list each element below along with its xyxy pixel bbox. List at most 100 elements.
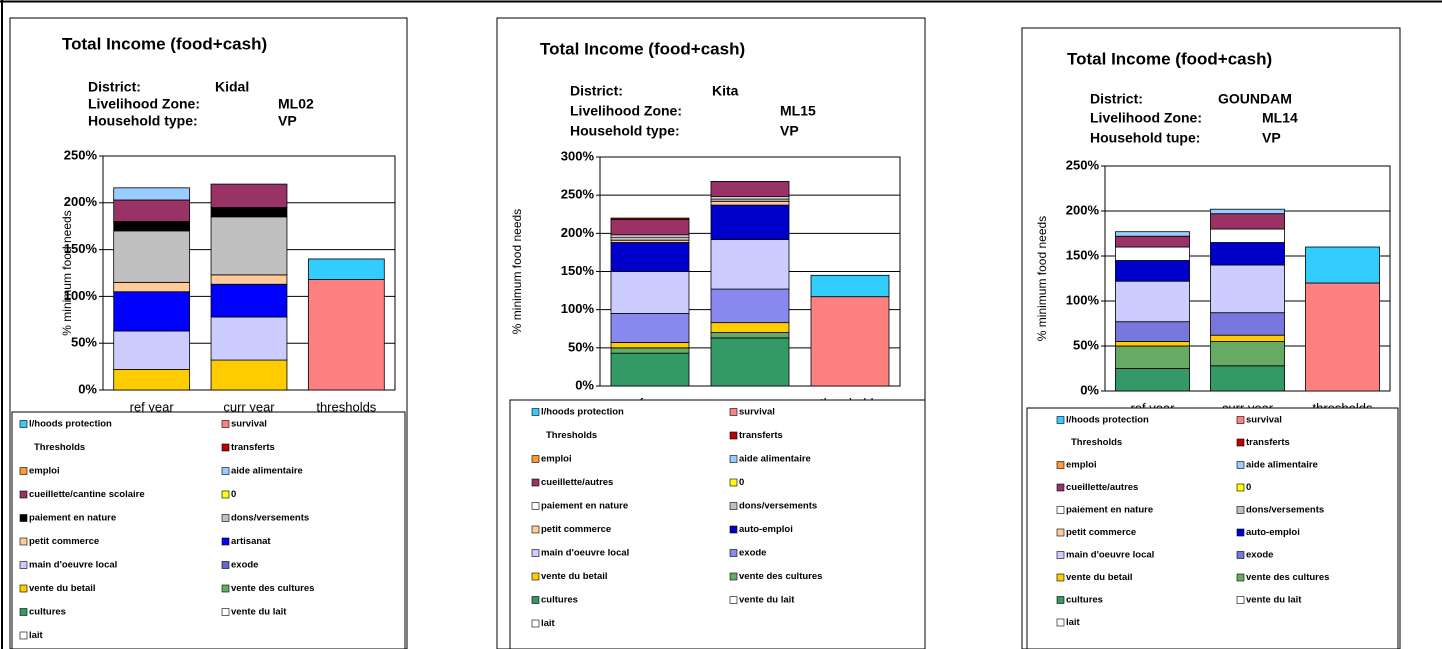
legend-key <box>531 455 540 463</box>
y-tick-label: 150% <box>1066 247 1100 262</box>
info-value: VP <box>1262 130 1281 146</box>
bar-segment <box>1210 213 1285 230</box>
info-label: Household type: <box>88 113 198 129</box>
info-label: District: <box>88 79 141 95</box>
legend-label: emploi <box>1066 460 1097 471</box>
legend-box <box>1026 407 1399 649</box>
legend-key <box>221 561 230 569</box>
legend-key <box>19 490 28 499</box>
y-tick-label: 100% <box>561 301 595 316</box>
legend-label: survival <box>1246 415 1282 426</box>
legend-key <box>1056 618 1065 627</box>
bar-segment <box>1115 231 1190 237</box>
y-tick-label: 150% <box>64 241 98 256</box>
legend-label: lait <box>1066 617 1081 628</box>
legend-label: lait <box>29 630 44 641</box>
bar-segment <box>610 219 690 236</box>
chart-title: Total Income (food+cash) <box>540 39 745 58</box>
legend-key <box>221 420 230 428</box>
legend-key <box>531 502 540 510</box>
y-tick-label: 300% <box>561 148 595 163</box>
bar-segment <box>1210 341 1285 367</box>
legend-label: transferts <box>231 442 275 453</box>
info-label: Livelihood Zone: <box>1090 110 1202 126</box>
chart-title: Total Income (food+cash) <box>62 34 267 53</box>
legend-label: l/hoods protection <box>29 419 112 430</box>
legend-label: exode <box>1246 550 1273 561</box>
legend-key <box>221 514 230 522</box>
bar-segment <box>113 369 191 391</box>
info-label: Household type: <box>570 123 680 139</box>
info-label: District: <box>570 83 623 99</box>
bar-segment <box>1210 334 1285 342</box>
y-tick-label: 50% <box>71 335 97 350</box>
legend-key <box>1056 461 1065 469</box>
legend-label: auto-emploi <box>1246 527 1300 538</box>
bar-segment <box>610 352 690 387</box>
legend-label: dons/versements <box>231 513 309 524</box>
bar-segment <box>1210 228 1285 243</box>
bar-segment <box>113 221 191 232</box>
legend-label: paiement en nature <box>1066 505 1153 516</box>
legend-label: paiement en nature <box>29 513 116 524</box>
legend-key <box>221 537 230 546</box>
legend-key <box>1236 461 1245 469</box>
legend-key <box>729 478 738 487</box>
legend-label: main d'oeuvre local <box>1066 550 1154 561</box>
bar-segment <box>210 274 288 285</box>
info-value: ML15 <box>780 103 816 119</box>
y-tick-label: 200% <box>1066 202 1100 217</box>
legend-key <box>19 631 28 640</box>
bar-segment <box>1210 365 1285 392</box>
y-tick-label: 250% <box>1066 157 1100 172</box>
bar-segment <box>1115 321 1190 342</box>
y-tick-label: 50% <box>1073 337 1099 352</box>
bar-segment <box>710 337 790 387</box>
legend-key <box>729 525 738 534</box>
legend-label: cueillette/cantine scolaire <box>29 489 145 500</box>
legend-key <box>531 549 540 557</box>
legend-key <box>1236 596 1245 604</box>
info-value: Kita <box>712 83 739 99</box>
legend-key <box>1236 506 1245 514</box>
legend-label: petit commerce <box>29 536 99 547</box>
legend-label: transferts <box>739 430 783 441</box>
legend-label: cultures <box>29 607 66 618</box>
x-tick-label: thresholds <box>316 399 376 414</box>
legend-label: vente du lait <box>1246 595 1302 606</box>
legend-label: l/hoods protection <box>541 407 624 418</box>
legend-label: vente des cultures <box>1246 572 1329 583</box>
legend-key <box>1236 438 1245 447</box>
legend-label: aide alimentaire <box>739 454 811 465</box>
legend-label: Thresholds <box>546 430 597 441</box>
legend-key <box>19 514 28 522</box>
legend-key <box>531 408 540 416</box>
bar-segment <box>810 296 890 387</box>
bar-segment <box>1210 242 1285 266</box>
y-axis-label: % minimum food needs <box>60 210 74 335</box>
legend-label: Thresholds <box>1071 437 1122 448</box>
legend-label: l/hoods protection <box>1066 415 1149 426</box>
bar-segment <box>710 332 790 339</box>
bar-segment <box>210 216 288 276</box>
legend-key <box>1056 416 1065 424</box>
legend-label: cueillette/autres <box>1066 482 1138 493</box>
bar-segment <box>113 281 191 293</box>
legend-label: dons/versements <box>1246 505 1324 516</box>
legend-label: aide alimentaire <box>1246 460 1318 471</box>
bar-segment <box>1115 345 1190 369</box>
bar-segment <box>113 199 191 222</box>
info-label: Livelihood Zone: <box>88 96 200 112</box>
legend-key <box>19 608 28 616</box>
y-tick-label: 50% <box>568 339 594 354</box>
legend-key <box>1056 506 1065 514</box>
bar-segment <box>210 316 288 361</box>
info-label: Livelihood Zone: <box>570 103 682 119</box>
bar-segment <box>610 313 690 343</box>
legend-label: petit commerce <box>1066 527 1136 538</box>
bar-segment <box>710 200 790 206</box>
bar-segment <box>710 288 790 324</box>
legend-key <box>1056 551 1065 559</box>
y-tick-label: 0% <box>1080 382 1099 397</box>
bar-segment <box>1115 246 1190 261</box>
